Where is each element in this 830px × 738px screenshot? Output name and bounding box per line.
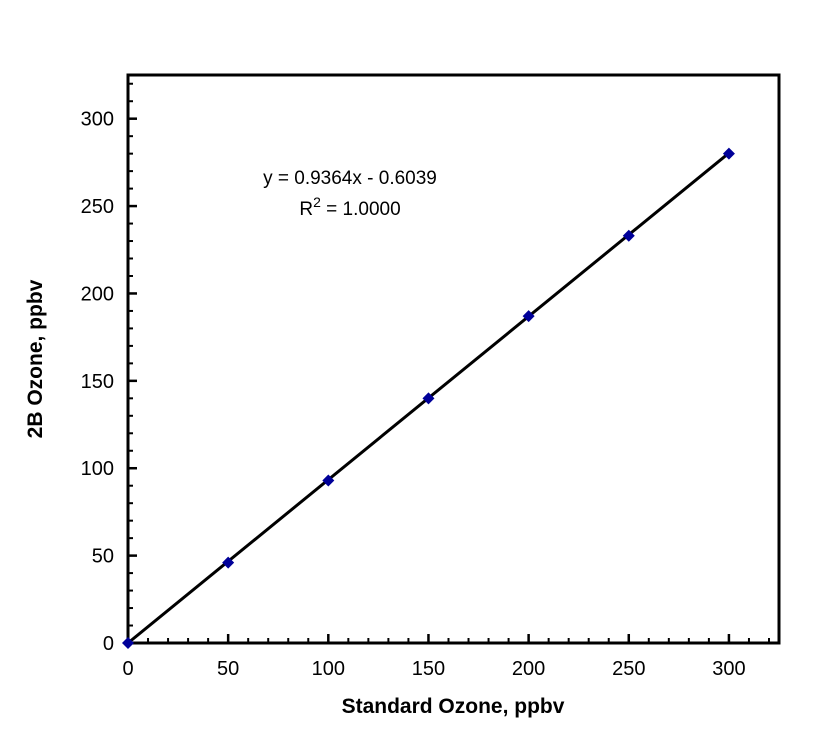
r-squared-label: R2 = 1.0000: [299, 194, 400, 220]
y-tick-label: 200: [81, 283, 114, 305]
y-tick-label: 0: [103, 633, 114, 655]
y-tick-label: 300: [81, 109, 114, 131]
fit-equation-label: y = 0.9364x - 0.6039: [263, 168, 437, 189]
y-axis-title: 2B Ozone, ppbv: [24, 279, 47, 438]
x-tick-label: 50: [217, 658, 239, 680]
y-tick-label: 50: [92, 546, 114, 568]
data-point-marker: [122, 637, 134, 649]
plot-area: 0 50 100 150 200 250 300 0 50 100 150 200 250 300: [81, 73, 781, 680]
x-tick-label: 300: [712, 658, 745, 680]
plot-frame: [126, 73, 781, 645]
x-axis-title: Standard Ozone, ppbv: [342, 695, 565, 718]
x-tick-label: 100: [312, 658, 345, 680]
x-tick-label: 200: [512, 658, 545, 680]
x-tick-label: 0: [122, 658, 133, 680]
x-tick-label: 150: [412, 658, 445, 680]
data-point-marker: [522, 310, 535, 323]
data-point-marker: [622, 229, 635, 242]
x-tick-label: 250: [612, 658, 645, 680]
y-tick-label: 150: [81, 371, 114, 393]
data-point-marker: [722, 147, 735, 160]
data-point-marker: [322, 474, 335, 487]
y-tick-label: 250: [81, 196, 114, 218]
data-point-marker: [222, 556, 235, 569]
y-tick-label: 100: [81, 458, 114, 480]
data-point-marker: [422, 392, 435, 405]
